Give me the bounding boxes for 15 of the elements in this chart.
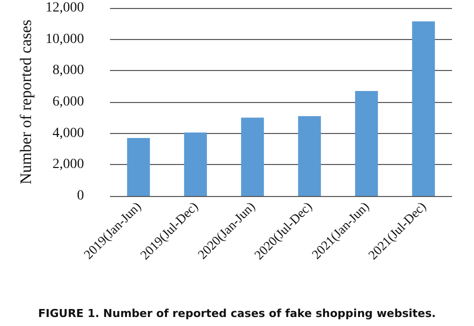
bar	[184, 132, 207, 196]
bar	[412, 21, 435, 196]
bar	[355, 91, 378, 196]
y-tick-label: 6,000	[52, 94, 84, 110]
y-tick-label: 12,000	[46, 0, 84, 16]
y-tick-label: 10,000	[46, 32, 84, 47]
bar	[241, 118, 264, 196]
y-tick-label: 4,000	[52, 126, 84, 141]
text: FIGURE 1. Number of reported cases of fake shopping websites.	[38, 307, 436, 320]
y-tick-label: 0	[77, 188, 84, 204]
y-axis-title: Number of reported cases	[18, 20, 36, 184]
bar	[298, 116, 321, 196]
y-tick-label: 8,000	[52, 63, 84, 78]
bar	[127, 138, 150, 196]
y-tick-label: 2,000	[52, 157, 84, 172]
